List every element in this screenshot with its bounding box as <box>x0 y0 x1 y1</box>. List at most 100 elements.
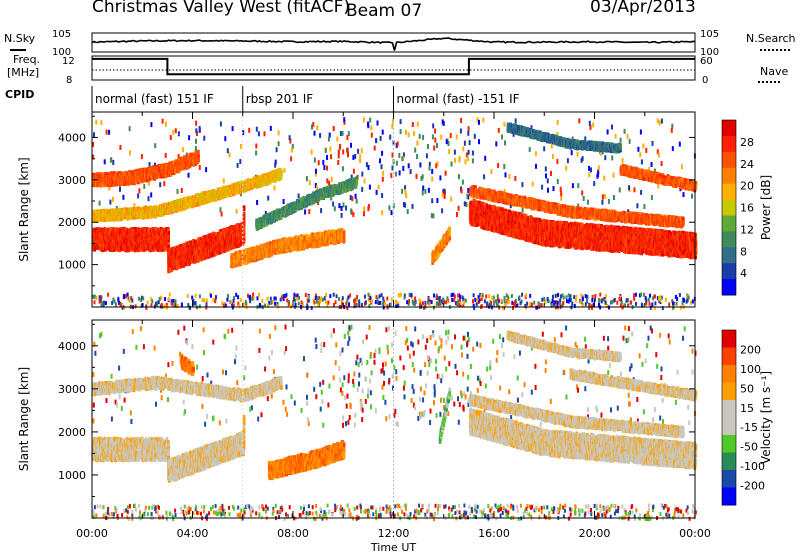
power-echo-cell <box>428 165 431 171</box>
power-echo-cell <box>488 294 491 299</box>
power-echo-cell <box>167 235 170 241</box>
power-echo-cell <box>536 305 538 310</box>
power-echo-cell <box>203 298 206 303</box>
power-echo-cell <box>584 294 587 299</box>
power-echo-cell <box>458 293 461 298</box>
power-echo-cell <box>434 137 437 143</box>
power-echo-cell <box>119 302 122 307</box>
power-echo-cell <box>288 300 291 305</box>
power-echo-cell <box>556 131 559 137</box>
power-echo-cell <box>601 194 604 200</box>
power-echo-cell <box>188 135 191 141</box>
power-echo-cell <box>480 293 483 298</box>
power-echo-cell <box>447 140 450 146</box>
power-echo-cell <box>450 161 453 167</box>
power-echo-cell <box>472 303 475 308</box>
power-echo-cell <box>477 295 480 300</box>
power-echo-cell <box>98 200 101 206</box>
power-echo-cell <box>121 226 124 232</box>
power-echo-cell <box>363 206 366 212</box>
power-echo-cell <box>560 294 562 299</box>
power-echo-cell <box>530 125 533 131</box>
power-echo-cell <box>255 143 258 149</box>
power-echo-cell <box>377 301 380 305</box>
power-echo-cell <box>102 300 105 305</box>
power-echo-cell <box>656 149 659 155</box>
power-echo-cell <box>338 203 341 209</box>
power-echo-cell <box>656 296 659 301</box>
power-echo-cell <box>579 299 582 304</box>
power-echo-cell <box>648 301 651 306</box>
nsearch-label: N.Search <box>746 32 796 45</box>
power-echo-cell <box>591 298 594 303</box>
power-echo-cell <box>324 147 327 153</box>
power-echo-cell <box>606 304 609 308</box>
power-echo-cell <box>528 147 531 153</box>
power-echo-cell <box>550 143 553 149</box>
power-echo-cell <box>652 296 655 301</box>
power-echo-cell <box>343 117 346 123</box>
power-echo-cell <box>675 301 678 306</box>
power-echo-cell <box>597 171 600 177</box>
power-echo-cell <box>190 240 193 246</box>
power-echo-cell <box>330 195 333 201</box>
power-echo-cell <box>399 129 402 135</box>
power-echo-cell <box>284 294 287 298</box>
power-echo-cell <box>438 298 441 303</box>
power-echo-cell <box>342 202 345 208</box>
power-echo-cell <box>581 297 584 302</box>
power-echo-cell <box>151 299 154 304</box>
power-echo-cell <box>237 295 240 300</box>
power-echo-cell <box>301 302 304 307</box>
power-echo-cell <box>543 296 546 301</box>
power-echo-cell <box>671 146 674 152</box>
power-echo-cell <box>419 162 422 168</box>
power-echo-cell <box>404 185 406 191</box>
power-echo-cell <box>225 303 228 308</box>
power-echo-cell <box>431 134 434 140</box>
power-echo-cell <box>329 146 332 152</box>
power-echo-cell <box>150 297 153 302</box>
power-echo-cell <box>404 189 407 194</box>
power-echo-cell <box>326 155 328 160</box>
power-echo-cell <box>556 300 559 305</box>
power-echo-cell <box>191 295 194 300</box>
power-echo-cell <box>119 144 122 150</box>
power-echo-cell <box>678 293 681 297</box>
power-echo-cell <box>463 140 466 146</box>
power-echo-cell <box>244 300 247 305</box>
power-echo-cell <box>375 138 378 144</box>
power-echo-cell <box>451 298 454 302</box>
power-echo-cell <box>634 292 637 297</box>
power-echo-cell <box>289 138 292 144</box>
power-echo-cell <box>637 146 640 152</box>
nsearch-legend-line <box>760 49 790 51</box>
power-echo-cell <box>112 297 115 302</box>
power-echo-cell <box>501 134 503 140</box>
power-echo-cell <box>604 294 607 298</box>
power-echo-cell <box>177 131 180 137</box>
power-echo-cell <box>248 296 251 301</box>
power-echo-cell <box>464 159 467 165</box>
power-echo-cell <box>618 187 621 193</box>
power-echo-cell <box>573 295 576 300</box>
power-echo-cell <box>351 196 354 202</box>
power-echo-cell <box>398 293 401 298</box>
power-echo-cell <box>215 295 217 300</box>
power-echo-cell <box>481 293 484 298</box>
power-echo-cell <box>332 126 335 131</box>
power-echo-cell <box>101 301 104 306</box>
power-echo-cell <box>430 213 433 219</box>
power-echo-cell <box>514 175 517 181</box>
power-echo-cell <box>359 158 362 163</box>
power-echo-cell <box>611 124 613 130</box>
power-echo-cell <box>349 293 352 298</box>
power-echo-cell <box>497 163 500 169</box>
power-echo-cell <box>588 172 591 178</box>
power-echo-cell <box>439 175 442 181</box>
power-echo-cell <box>588 303 591 308</box>
power-echo-cell <box>169 135 172 140</box>
power-echo-cell <box>521 207 524 213</box>
power-echo-cell <box>252 296 255 301</box>
power-echo-cell <box>367 121 369 127</box>
